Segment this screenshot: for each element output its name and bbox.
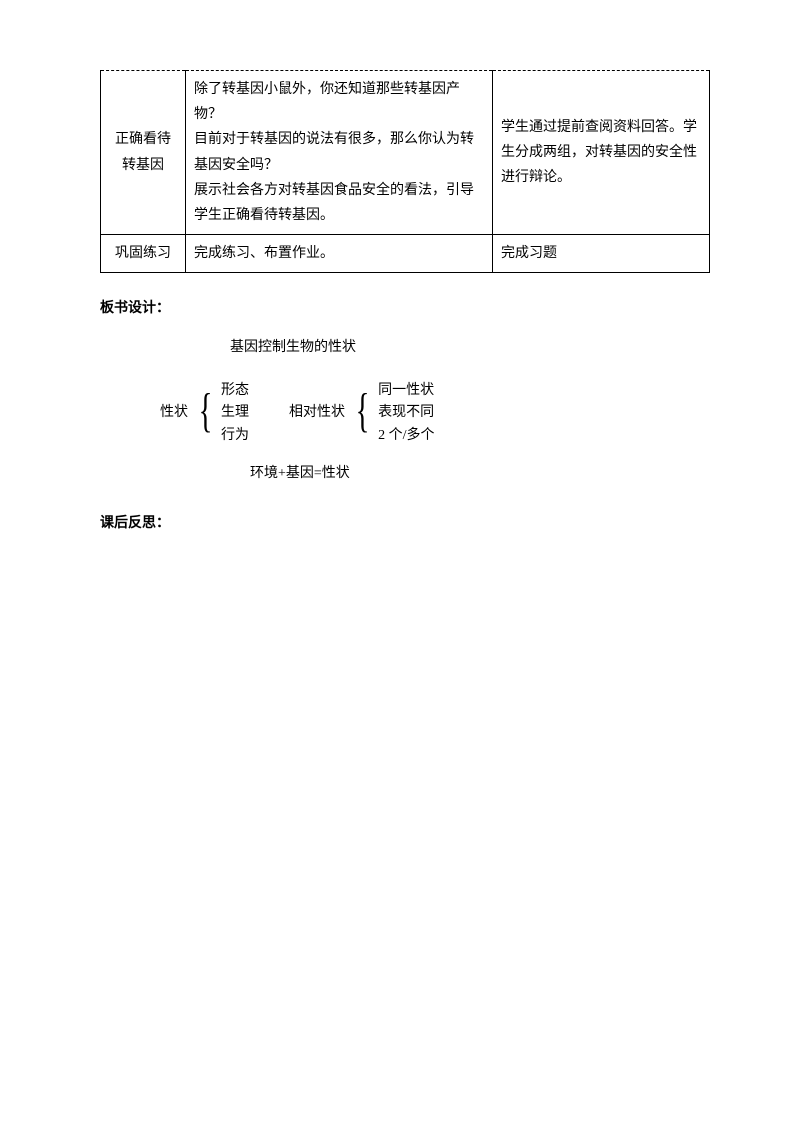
left-item-1: 形态 bbox=[221, 380, 249, 402]
row2-col2: 完成练习、布置作业。 bbox=[186, 235, 493, 273]
row1-col1: 正确看待转基因 bbox=[101, 71, 186, 235]
row1-col2: 除了转基因小鼠外，你还知道那些转基因产物？目前对于转基因的说法有很多，那么你认为… bbox=[186, 71, 493, 235]
board-design-heading: 板书设计： bbox=[100, 297, 710, 317]
row2-col3: 完成习题 bbox=[493, 235, 710, 273]
right-item-2: 表现不同 bbox=[378, 402, 434, 424]
row2-col1: 巩固练习 bbox=[101, 235, 186, 273]
board-title: 基因控制生物的性状 bbox=[230, 335, 710, 362]
right-label: 相对性状 bbox=[289, 400, 345, 427]
formula: 环境+基因=性状 bbox=[250, 461, 710, 488]
row1-col3: 学生通过提前查阅资料回答。学生分成两组，对转基因的安全性进行辩论。 bbox=[493, 71, 710, 235]
lesson-table: 正确看待转基因 除了转基因小鼠外，你还知道那些转基因产物？目前对于转基因的说法有… bbox=[100, 70, 710, 273]
left-brace: { bbox=[199, 392, 213, 430]
brace-diagram: 性状 { 形态 生理 行为 相对性状 { 同一性状 表现不同 2 个/多个 bbox=[160, 380, 710, 447]
right-brace: { bbox=[356, 392, 370, 430]
left-item-2: 生理 bbox=[221, 402, 249, 424]
right-item-3: 2 个/多个 bbox=[378, 425, 434, 447]
board-design-content: 基因控制生物的性状 性状 { 形态 生理 行为 相对性状 { 同一性状 表现不同… bbox=[160, 335, 710, 487]
reflection-heading: 课后反思： bbox=[100, 512, 710, 532]
left-item-3: 行为 bbox=[221, 425, 249, 447]
right-item-1: 同一性状 bbox=[378, 380, 434, 402]
right-items: 同一性状 表现不同 2 个/多个 bbox=[378, 380, 434, 447]
left-items: 形态 生理 行为 bbox=[221, 380, 249, 447]
left-label: 性状 bbox=[160, 400, 188, 427]
